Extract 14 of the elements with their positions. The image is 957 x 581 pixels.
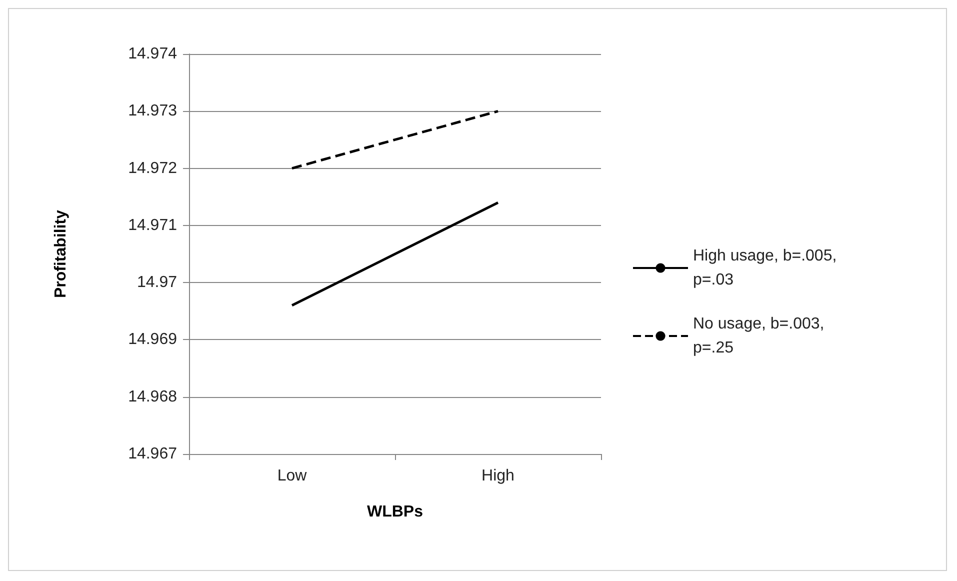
y-tick-label: 14.972 [128,160,178,177]
legend-label: No usage, b=.003, p=.25 [693,316,829,356]
legend-label: High usage, b=.005, p=.03 [693,248,842,288]
y-tick-label: 14.968 [128,388,178,406]
y-tick-label: 14.969 [128,331,178,348]
y-tick-label: 14.973 [128,102,178,120]
y-tick-label: 14.974 [128,46,178,62]
y-tick-label: 14.967 [128,446,178,462]
x-axis-title: WLBPs [367,504,424,520]
y-tick-label: 14.97 [136,274,178,292]
x-tick-label: High [482,468,514,484]
y-axis-title: Profitability [52,210,70,298]
y-tick-label: 14.971 [128,216,178,234]
x-tick-label: Low [277,468,308,484]
